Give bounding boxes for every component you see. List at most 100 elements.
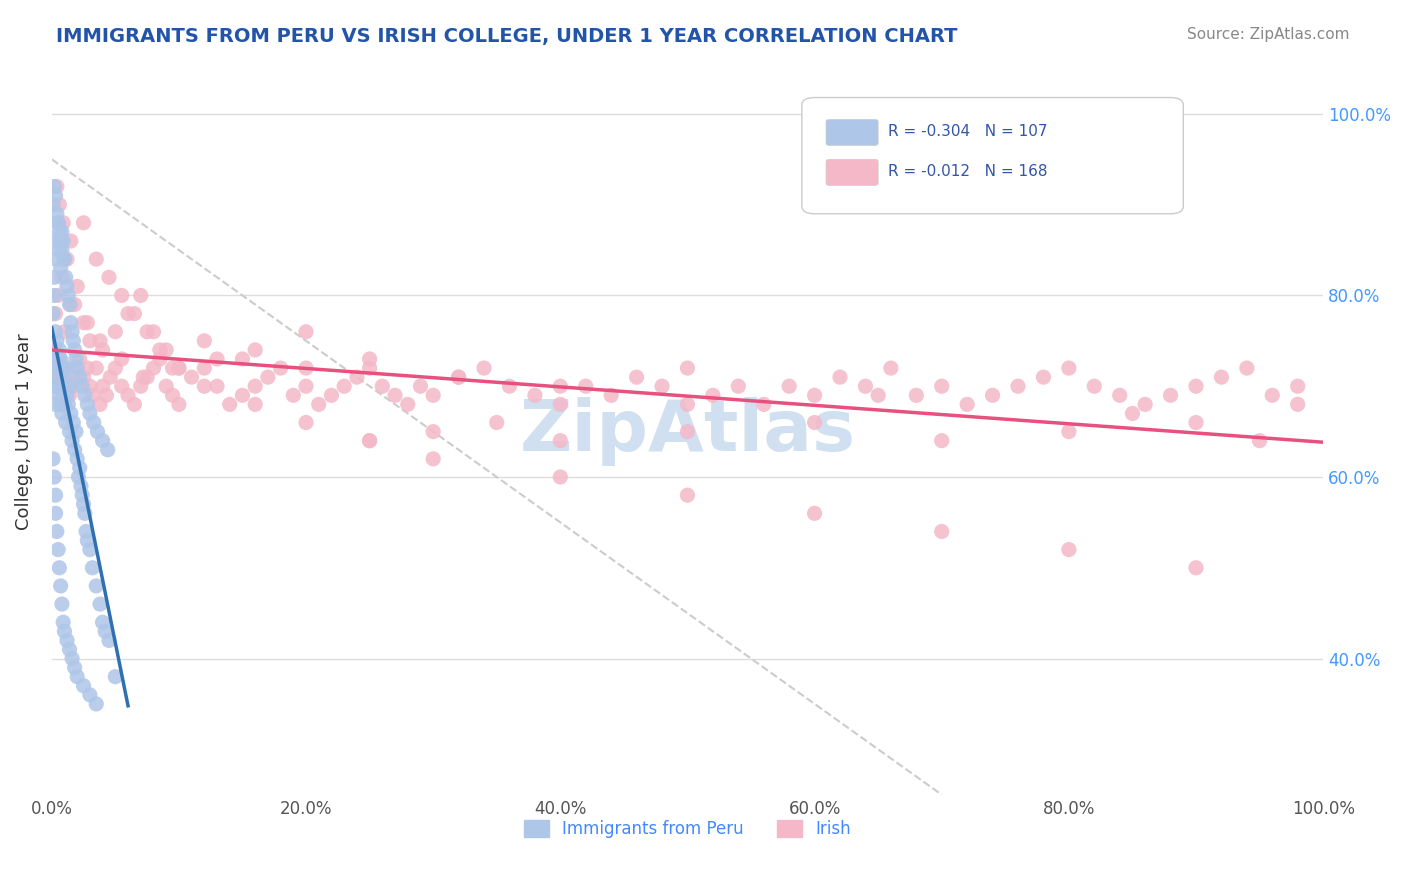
Point [868,388,890,402]
Point [72,679,94,693]
Point [72,370,94,384]
Point [880,361,903,376]
Point [803,506,825,520]
Point [193,334,215,348]
Point [626,370,648,384]
Point [53,252,76,267]
Point [149,343,172,357]
Point [550,397,572,411]
Point [295,325,318,339]
Point [359,434,381,448]
Point [52,361,75,376]
Point [193,379,215,393]
Point [676,425,699,439]
Point [218,397,240,411]
Point [162,388,184,402]
Point [1185,561,1208,575]
Point [97,633,120,648]
Point [48,370,70,384]
Point [104,670,127,684]
Point [52,234,75,248]
Point [52,361,75,376]
Point [91,343,114,357]
Point [44,270,66,285]
Point [60,434,83,448]
Point [69,351,91,366]
Point [59,234,82,248]
Point [498,379,520,393]
Point [79,334,101,348]
Point [75,524,97,539]
Point [60,325,83,339]
Point [1108,388,1130,402]
Point [69,370,91,384]
FancyBboxPatch shape [827,120,879,145]
Point [46,288,69,302]
Point [79,688,101,702]
Point [89,397,111,411]
Point [205,351,228,366]
Point [359,361,381,376]
Point [752,397,775,411]
Point [931,379,953,393]
Point [86,425,108,439]
Point [124,397,146,411]
Point [472,361,495,376]
Point [55,270,77,285]
Point [84,361,107,376]
Point [48,561,70,575]
Point [51,243,73,257]
Point [59,407,82,421]
Point [51,597,73,611]
Point [72,379,94,393]
Point [96,388,118,402]
Point [51,225,73,239]
Point [79,542,101,557]
Point [270,361,292,376]
Point [45,234,67,248]
Point [409,379,432,393]
Point [70,479,93,493]
Point [66,279,89,293]
Point [48,225,70,239]
Point [76,316,98,330]
Point [104,325,127,339]
Point [231,388,253,402]
Point [45,488,67,502]
Point [1185,416,1208,430]
Point [51,379,73,393]
Point [56,252,79,267]
Point [58,425,80,439]
Point [136,370,159,384]
Point [63,442,86,457]
Point [1083,379,1105,393]
Point [243,397,266,411]
Point [56,279,79,293]
Point [295,416,318,430]
Point [44,470,66,484]
Point [42,307,65,321]
Point [45,207,67,221]
Point [45,343,67,357]
Point [231,351,253,366]
Point [58,642,80,657]
Text: R = -0.012   N = 168: R = -0.012 N = 168 [889,164,1047,179]
Point [53,370,76,384]
Point [59,316,82,330]
Point [111,288,134,302]
Point [1133,397,1156,411]
FancyBboxPatch shape [801,97,1184,214]
Point [49,370,72,384]
Point [1007,379,1029,393]
Point [136,325,159,339]
Point [67,470,90,484]
Point [79,379,101,393]
Point [359,434,381,448]
Point [1261,388,1284,402]
Point [447,370,470,384]
Point [49,234,72,248]
Point [1057,542,1080,557]
Point [111,379,134,393]
Point [62,334,84,348]
Point [129,288,152,302]
